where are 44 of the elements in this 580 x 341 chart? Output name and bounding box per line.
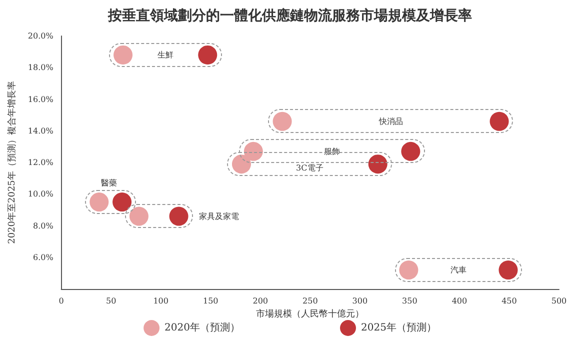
point bbox=[129, 206, 148, 226]
y-tick-label: 14.0% bbox=[28, 126, 54, 136]
point bbox=[112, 192, 132, 212]
x-tick-label: 300 bbox=[352, 296, 368, 306]
y-tick-label: 10.0% bbox=[28, 190, 54, 199]
y-tick-label: 6.0% bbox=[32, 252, 54, 262]
x-tick-label: 500 bbox=[551, 296, 567, 306]
point bbox=[490, 112, 509, 131]
point bbox=[498, 260, 518, 280]
x-tick-label: 450 bbox=[502, 296, 517, 306]
point bbox=[114, 45, 133, 64]
x-axis-title: 市場規模（人民幣十億元） bbox=[256, 308, 364, 320]
point bbox=[198, 45, 218, 64]
annotation: 快消品 bbox=[378, 116, 403, 126]
annotation: 家具及家電 bbox=[198, 212, 239, 221]
point bbox=[90, 192, 109, 212]
point bbox=[399, 260, 418, 280]
point bbox=[368, 154, 388, 174]
annotation: 汽車 bbox=[450, 266, 466, 275]
point bbox=[232, 154, 251, 174]
y-tick-label: 12.0% bbox=[28, 158, 54, 167]
y-tick-label: 20.0% bbox=[28, 32, 54, 40]
point bbox=[401, 142, 420, 161]
annotation: 醫藥 bbox=[101, 178, 118, 188]
x-tick-label: 400 bbox=[452, 296, 468, 306]
x-tick-label: 350 bbox=[402, 296, 418, 306]
x-tick-label: 50 bbox=[106, 296, 116, 306]
y-tick-label: 18.0% bbox=[28, 63, 54, 72]
legend-label: 2020年（預測） bbox=[164, 322, 240, 334]
x-tick-label: 0 bbox=[58, 296, 64, 306]
x-tick-label: 150 bbox=[202, 296, 218, 306]
y-tick-label: 8.0% bbox=[32, 221, 54, 230]
annotation: 3C電子 bbox=[296, 164, 324, 173]
point bbox=[244, 142, 263, 161]
x-tick-label: 100 bbox=[153, 296, 168, 306]
annotation: 生鮮 bbox=[157, 50, 174, 60]
x-tick-label: 250 bbox=[302, 296, 318, 306]
point bbox=[169, 206, 188, 226]
legend-label: 2025年（預測） bbox=[361, 322, 436, 334]
chart-title: 按垂直領域劃分的一體化供應鏈物流服務市場規模及增長率 bbox=[107, 7, 472, 24]
x-tick-label: 200 bbox=[252, 296, 268, 306]
point bbox=[272, 112, 292, 131]
y-tick-label: 16.0% bbox=[28, 94, 54, 104]
y-axis-title: 2020年至2025年（預測）複合年增長率 bbox=[6, 81, 18, 244]
